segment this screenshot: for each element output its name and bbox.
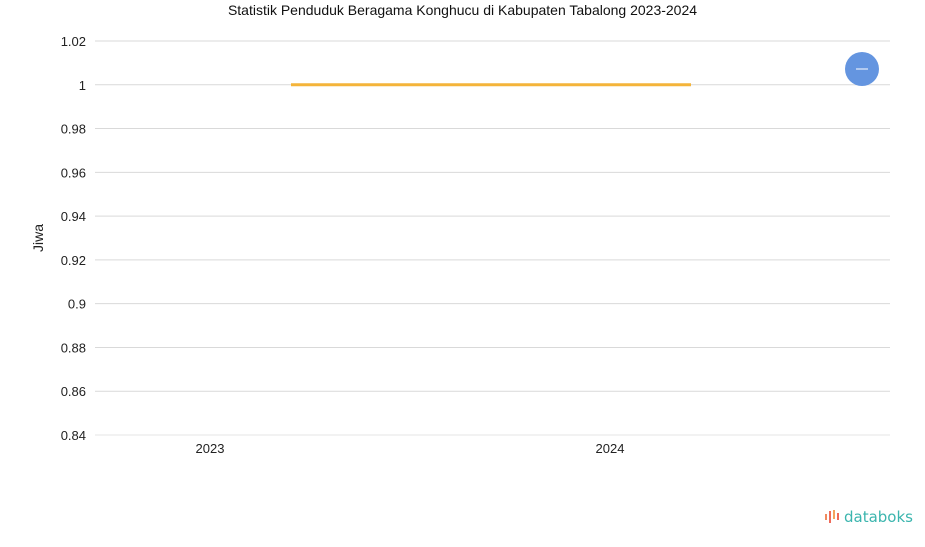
- chart-title: Statistik Penduduk Beragama Konghucu di …: [227, 2, 698, 18]
- y-tick-label: 0.84: [61, 428, 86, 443]
- y-tick-label: 1.02: [61, 34, 86, 49]
- logo-text: databoks: [844, 508, 913, 526]
- y-tick-label: 0.94: [61, 209, 86, 224]
- y-tick-label: 0.92: [61, 253, 86, 268]
- databoks-logo: databoks: [824, 508, 913, 526]
- databoks-logo-icon: [825, 510, 839, 523]
- y-tick-label: 0.96: [61, 165, 86, 180]
- y-tick-label: 0.86: [61, 384, 86, 399]
- y-tick-label: 1: [79, 78, 86, 93]
- x-tick-label: 2024: [596, 441, 625, 456]
- y-tick-label: 0.98: [61, 122, 86, 137]
- y-axis-label: Jiwa: [30, 224, 46, 252]
- x-tick-label: 2023: [196, 441, 225, 456]
- y-tick-label: 0.9: [68, 297, 86, 312]
- y-tick-label: 0.88: [61, 340, 86, 355]
- legend-toggle-button[interactable]: [845, 52, 879, 86]
